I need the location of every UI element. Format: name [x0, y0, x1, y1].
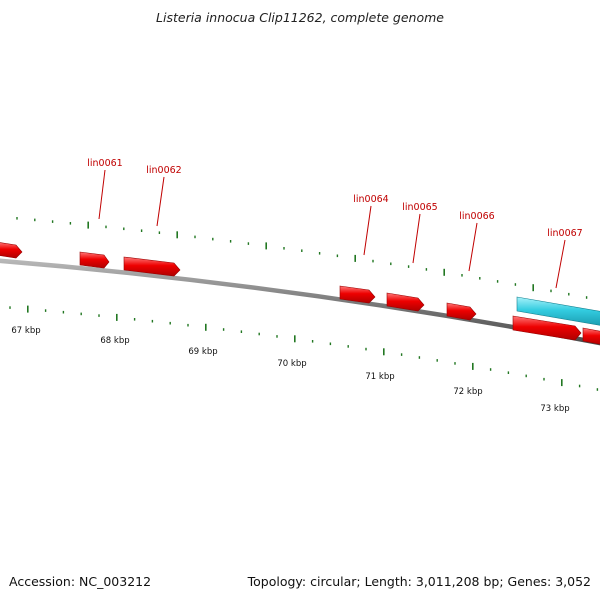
gene-arrow: [79, 251, 110, 269]
kbp-label: 72 kbp: [453, 387, 482, 397]
gene-arrow: [512, 315, 582, 341]
gene-leader-line: [412, 213, 421, 264]
gene-arrow: [0, 242, 23, 259]
gene-leader-line: [363, 205, 372, 256]
kbp-label: 68 kbp: [100, 336, 129, 346]
kbp-label: 71 kbp: [365, 372, 394, 382]
gene-arrow-highlight: [516, 296, 600, 326]
gene-leader-line: [468, 222, 478, 272]
gene-label: lin0064: [353, 194, 388, 205]
gene-arrow: [446, 302, 477, 321]
gene-label-group: lin0061 lin0062 lin0064 lin0065 lin0066 …: [87, 158, 583, 289]
gene-arrow: [386, 292, 425, 312]
gene-label: lin0067: [547, 228, 582, 239]
kbp-label-group: 67 kbp 68 kbp 69 kbp 70 kbp 71 kbp 72 kb…: [11, 326, 569, 414]
kbp-label: 73 kbp: [540, 404, 569, 414]
gene-label: lin0061: [87, 158, 122, 169]
gene-track: [0, 242, 600, 345]
gene-leader-line: [98, 169, 106, 220]
gene-arrow: [123, 256, 181, 277]
kbp-label: 69 kbp: [188, 347, 217, 357]
gene-arrow: [339, 285, 376, 304]
genome-backbone: [0, 258, 600, 346]
gene-label: lin0062: [146, 165, 181, 176]
gene-arrow: [582, 327, 600, 345]
inner-tick-row: [9, 305, 599, 391]
accession-text: Accession: NC_003212: [9, 574, 151, 589]
gene-label: lin0065: [402, 202, 437, 213]
gene-label: lin0066: [459, 211, 494, 222]
kbp-label: 67 kbp: [11, 326, 40, 336]
genome-summary-text: Topology: circular; Length: 3,011,208 bp…: [247, 574, 591, 589]
kbp-label: 70 kbp: [277, 359, 306, 369]
gene-leader-line: [156, 176, 165, 227]
outer-tick-row: [16, 217, 588, 299]
gene-leader-line: [555, 239, 566, 289]
page-title: Listeria innocua Clip11262, complete gen…: [156, 10, 444, 25]
